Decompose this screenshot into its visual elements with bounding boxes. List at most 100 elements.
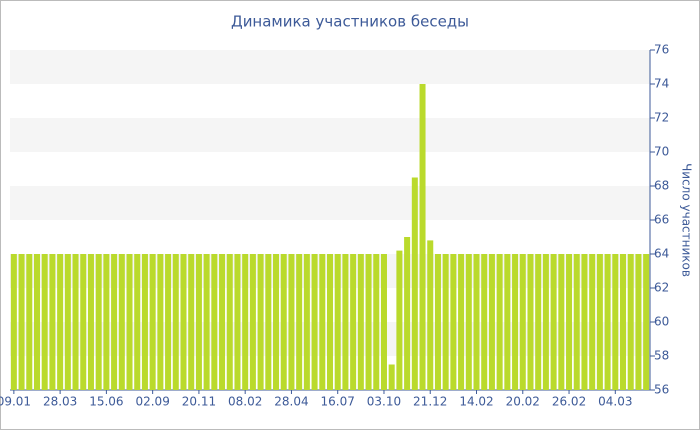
bar [18,254,25,390]
bar [149,254,156,390]
bar [350,254,357,390]
bar [404,237,411,390]
bar [419,84,426,390]
bar [496,254,503,390]
bar [612,254,619,390]
bar [488,254,495,390]
bar [596,254,603,390]
chart-title: Динамика участников беседы [231,13,469,31]
bar [450,254,457,390]
bar [542,254,549,390]
bar [427,240,434,390]
bar [311,254,318,390]
y-tick-label: 58 [654,349,669,363]
bar [388,364,395,390]
bar [373,254,380,390]
x-tick-label: 20.02 [506,395,540,409]
bar [481,254,488,390]
y-tick-label: 60 [654,315,669,329]
bar [103,254,110,390]
x-tick-label: 03.10 [367,395,401,409]
bar [64,254,71,390]
bar [303,254,310,390]
bar [280,254,287,390]
y-tick-label: 70 [654,145,669,159]
bar [41,254,48,390]
bar [581,254,588,390]
bar [326,254,334,390]
bar [141,254,148,390]
bar [566,254,573,390]
x-tick-label: 28.03 [43,395,77,409]
bar [242,254,249,390]
bar [118,254,125,390]
x-tick-label: 20.11 [182,395,216,409]
bar [357,254,364,390]
bar [458,254,465,390]
bar [72,254,79,390]
x-tick-label: 16.07 [321,395,355,409]
bar [473,254,480,390]
bar [535,254,542,390]
bar [33,254,40,390]
bar [265,254,272,390]
bar [273,254,280,390]
bar [319,254,326,390]
bar [211,254,218,390]
x-tick-label: 09.01 [0,395,31,409]
bar [180,254,187,390]
y-tick-label: 56 [654,383,669,397]
bar [411,177,418,390]
bar [643,254,650,390]
bar [172,254,179,390]
bar [249,254,256,390]
bar [334,254,341,390]
x-tick-label: 15.06 [89,395,123,409]
bar [288,254,295,390]
y-tick-label: 64 [654,247,669,261]
bar [396,250,403,390]
bar [226,254,233,390]
bar [126,254,133,390]
bar [627,254,634,390]
bar [219,254,226,390]
bar [80,254,87,390]
x-tick-label: 28.04 [274,395,308,409]
bar [134,254,141,390]
bar [365,254,372,390]
y-tick-label: 76 [654,43,669,57]
bar [635,254,642,390]
bar [465,254,472,390]
bar [257,254,264,390]
bar [550,254,557,390]
bar [558,254,565,390]
bar [10,254,17,390]
x-tick-label: 04.03 [598,395,632,409]
bar [296,254,303,390]
y-tick-label: 62 [654,281,669,295]
bar [620,254,627,390]
bar [49,254,56,390]
y-tick-label: 66 [654,213,669,227]
bar [57,254,64,390]
bar [442,254,449,390]
bar [203,254,210,390]
bar [512,254,519,390]
x-tick-label: 21.12 [413,395,447,409]
bar [589,254,596,390]
bar [95,254,102,390]
y-tick-label: 74 [654,77,669,91]
bar [26,254,33,390]
bar [87,254,94,390]
bar [604,254,611,390]
bar [519,254,526,390]
grid-band [10,186,650,220]
x-tick-label: 02.09 [135,395,169,409]
bar [188,254,195,390]
bar [165,254,172,390]
bar [380,254,387,390]
grid-band [10,50,650,84]
grid-band [10,118,650,152]
y-tick-label: 72 [654,111,669,125]
